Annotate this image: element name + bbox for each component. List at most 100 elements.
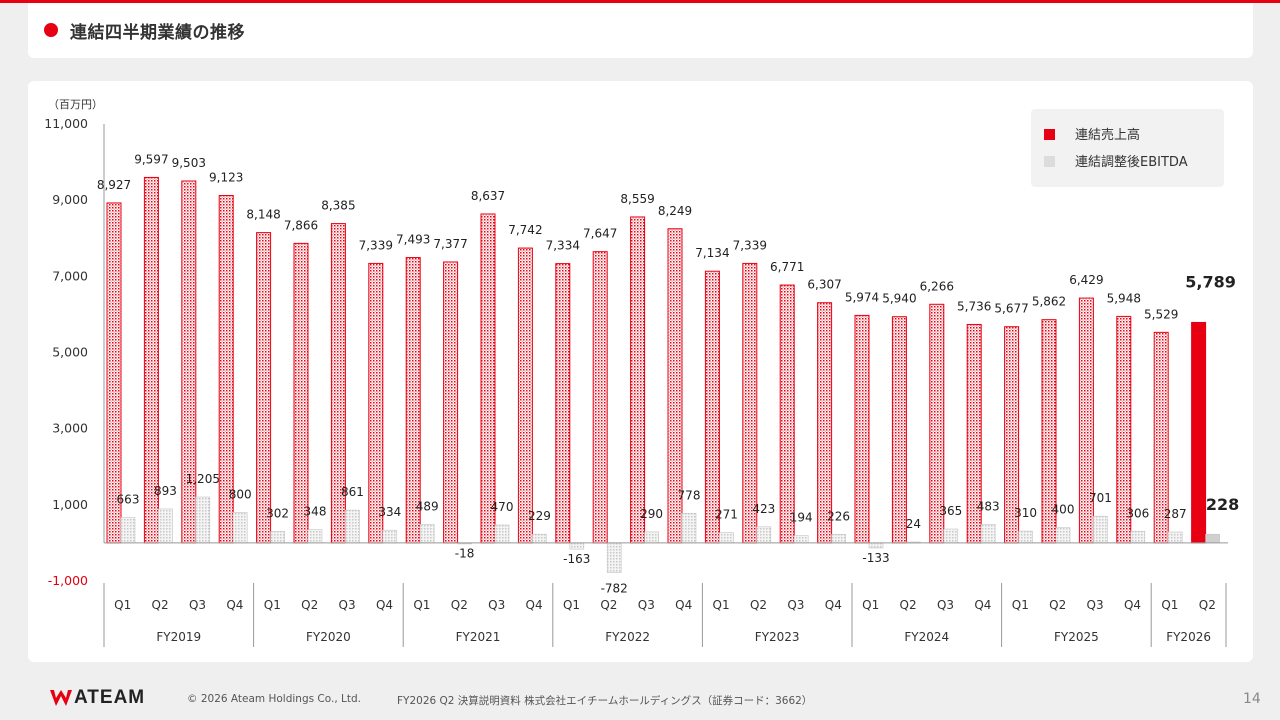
- ebitda-data-label: 365: [939, 504, 962, 518]
- sales-data-label: 7,493: [396, 233, 430, 247]
- sales-bar: [368, 262, 384, 544]
- y-tick-label: 1,000: [52, 497, 88, 512]
- x-tick-label: Q2: [301, 598, 318, 612]
- ebitda-data-label: 1,205: [186, 472, 220, 486]
- sales-bar: [1078, 297, 1094, 544]
- y-tick-label: 3,000: [52, 421, 88, 436]
- ebitda-bar: [195, 496, 211, 544]
- ebitda-bar: [681, 512, 697, 544]
- sales-data-label: 9,123: [209, 170, 243, 184]
- sales-data-label: 8,559: [620, 192, 654, 206]
- title-bullet-icon: [44, 23, 58, 37]
- sales-data-label: 7,134: [695, 246, 729, 260]
- y-tick-label: -1,000: [48, 573, 88, 588]
- x-tick-label: Q4: [974, 598, 991, 612]
- ebitda-data-label: 400: [1052, 503, 1075, 517]
- year-label: FY2019: [156, 630, 201, 644]
- sales-data-label: 5,948: [1107, 291, 1141, 305]
- sales-bar: [592, 251, 608, 544]
- ebitda-bar: [793, 535, 809, 544]
- sales-data-label: 7,866: [284, 218, 318, 232]
- year-label: FY2025: [1054, 630, 1099, 644]
- ebitda-bar: [532, 533, 547, 544]
- ebitda-data-label: 194: [790, 511, 813, 525]
- x-tick-label: Q1: [862, 598, 879, 612]
- ebitda-data-label: 310: [1014, 506, 1037, 520]
- year-label: FY2026: [1166, 630, 1211, 644]
- document-title: FY2026 Q2 決算説明資料 株式会社エイチームホールディングス（証券コード…: [397, 695, 813, 707]
- sales-data-label: 8,148: [246, 208, 280, 222]
- ebitda-data-label: 334: [378, 505, 401, 519]
- ebitda-bar: [644, 531, 659, 544]
- footer: ATEAM © 2026 Ateam Holdings Co., Ltd. FY…: [0, 676, 1280, 720]
- x-tick-label: Q2: [451, 598, 468, 612]
- x-tick-label: Q1: [413, 598, 430, 612]
- x-tick-label: Q2: [1049, 598, 1066, 612]
- x-tick-label: Q2: [1199, 598, 1216, 612]
- ebitda-data-label: 483: [977, 500, 1000, 514]
- ebitda-data-label: 348: [304, 505, 327, 519]
- year-label: FY2020: [306, 630, 351, 644]
- sales-data-label: 8,927: [97, 178, 131, 192]
- sales-bar: [817, 302, 833, 544]
- ebitda-data-label: 228: [1206, 495, 1239, 514]
- ebitda-bar: [1205, 533, 1220, 544]
- legend-label-ebitda: 連結調整後EBITDA: [1075, 155, 1188, 170]
- sales-data-label: 8,385: [321, 199, 355, 213]
- copyright: © 2026 Ateam Holdings Co., Ltd.: [187, 693, 361, 705]
- legend-swatch-sales: [1044, 129, 1055, 140]
- sales-bar: [854, 314, 870, 544]
- sales-data-label: 6,307: [807, 278, 841, 292]
- ebitda-bar: [831, 534, 846, 544]
- sales-bar: [480, 213, 496, 544]
- sales-data-label: 8,249: [658, 204, 692, 218]
- sales-bar: [891, 316, 907, 544]
- ateam-logo-icon: [50, 690, 72, 706]
- x-tick-label: Q4: [376, 598, 393, 612]
- sales-data-label: 9,597: [134, 152, 168, 166]
- ebitda-bar: [419, 523, 435, 544]
- x-tick-label: Q1: [264, 598, 281, 612]
- sales-bar: [555, 263, 571, 544]
- x-tick-label: Q3: [189, 598, 206, 612]
- x-tick-label: Q4: [226, 598, 243, 612]
- ebitda-data-label: -133: [862, 551, 889, 565]
- year-label: FY2023: [755, 630, 800, 644]
- ebitda-data-label: 701: [1089, 491, 1112, 505]
- ebitda-data-label: 663: [117, 493, 140, 507]
- ebitda-bar: [1130, 530, 1146, 544]
- ebitda-data-label: 306: [1126, 506, 1149, 520]
- ebitda-data-label: 302: [266, 506, 289, 520]
- x-tick-label: Q1: [563, 598, 580, 612]
- sales-data-label: 7,742: [508, 223, 542, 237]
- x-tick-label: Q3: [787, 598, 804, 612]
- sales-data-label: 9,503: [172, 156, 206, 170]
- chart-card: （百万円） 11,000 9,000 7,000 5,000 3,000 1,000 -1,0…: [28, 81, 1253, 662]
- sales-bar: [181, 180, 197, 544]
- year-label: FY2024: [904, 630, 949, 644]
- sales-data-label: 5,529: [1144, 307, 1178, 321]
- sales-data-label: 6,266: [920, 279, 954, 293]
- ebitda-data-label: 271: [715, 508, 738, 522]
- x-tick-label: Q2: [600, 598, 617, 612]
- x-tick-label: Q4: [675, 598, 692, 612]
- ebitda-data-label: 423: [752, 502, 775, 516]
- x-tick-label: Q3: [1087, 598, 1104, 612]
- sales-bar: [256, 232, 272, 544]
- ebitda-bar: [1167, 531, 1183, 544]
- sales-data-label: 5,789: [1185, 272, 1236, 291]
- x-tick-label: Q1: [713, 598, 730, 612]
- year-label: FY2021: [456, 630, 501, 644]
- sales-data-label: 7,334: [546, 239, 580, 253]
- ebitda-data-label: 489: [416, 499, 439, 513]
- sales-bar: [704, 270, 720, 544]
- chart-legend: 連結売上高 連結調整後EBITDA: [1031, 109, 1224, 187]
- ebitda-bar: [756, 526, 772, 544]
- sales-data-label: 5,940: [882, 292, 916, 306]
- ebitda-bar: [719, 532, 734, 544]
- sales-bar: [779, 284, 795, 544]
- x-tick-label: Q3: [937, 598, 954, 612]
- x-tick-label: Q2: [750, 598, 767, 612]
- header-card: 連結四半期業績の推移: [28, 3, 1253, 58]
- ebitda-bar: [345, 509, 360, 544]
